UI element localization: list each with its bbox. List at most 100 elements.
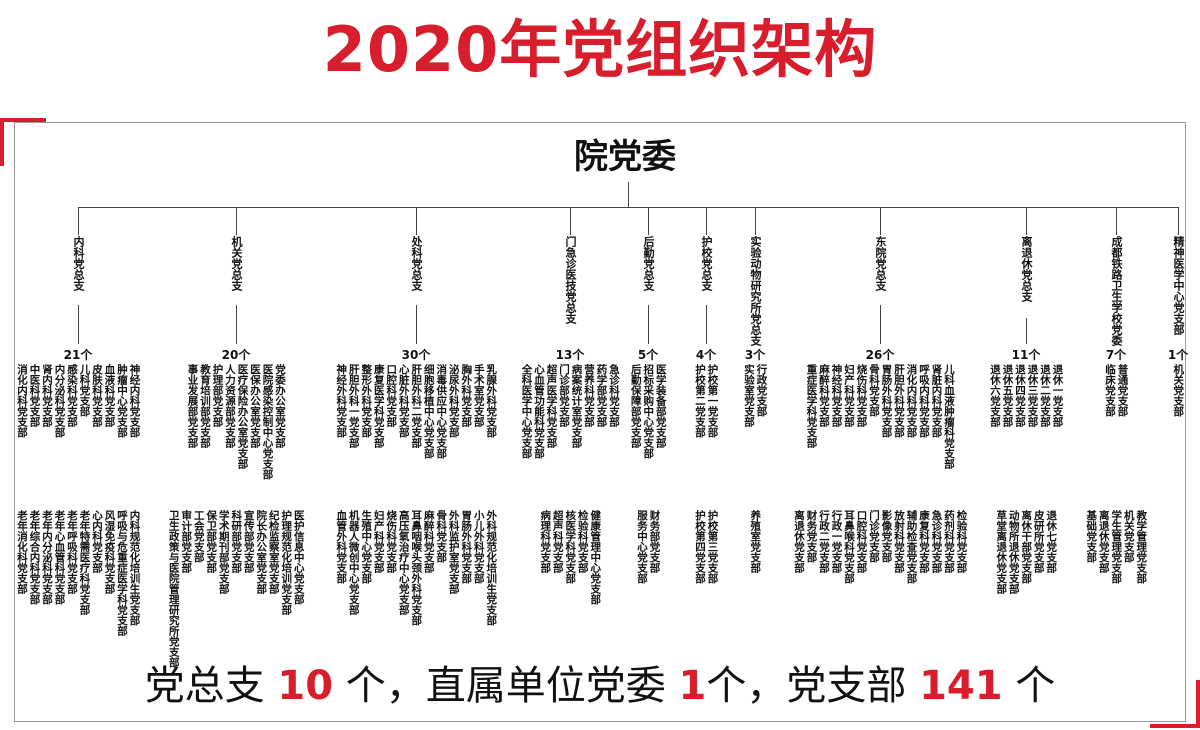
branch-top-unit: 消化内科党支部 [16, 364, 28, 438]
branch-bottom-unit: 离休干部党支部 [1020, 510, 1033, 584]
branch-bottom-unit: 退休七党支部 [1045, 510, 1058, 573]
branch-bottom-unit: 财务部党支部 [648, 510, 661, 573]
branch-label: 内科党总支 [72, 236, 85, 291]
branch-top-unit: 医院感染控制中心党支部 [261, 364, 274, 480]
branch-bottom-unit: 老年呼吸科党支部 [66, 510, 78, 594]
chart-frame [14, 122, 1186, 722]
branch-bottom-unit: 行政二党支部 [818, 510, 830, 573]
summary-text-1: 党总支 [144, 663, 278, 709]
branch-top-unit: 教育培训部党支部 [199, 364, 211, 448]
branch-bottom-unit: 护校第三党支部 [706, 510, 719, 584]
branch-bottom-unit: 烧伤科党支部 [385, 510, 398, 573]
branch-bottom-unit: 胃肠外科党支部 [460, 510, 473, 584]
branch-top-unit: 儿科血液肿瘤科党支部 [943, 364, 955, 469]
branch-label: 护校党总支 [700, 236, 713, 291]
branch-bottom-unit: 动物所退休党支部 [1007, 510, 1020, 594]
branch-bottom-unit: 科研部党支部 [230, 510, 243, 573]
branch-bottom-unit: 离退休党支部 [1097, 510, 1110, 573]
branch-bottom-unit: 养殖室党支部 [749, 510, 762, 573]
branch-top-unit: 心脏外科党支部 [397, 364, 410, 438]
branch-bottom-unit: 门诊党支部 [868, 510, 880, 563]
branch-bottom-unit: 药剂科党支部 [943, 510, 955, 573]
branch-bottom-unit: 检验科党支部 [576, 510, 589, 573]
corner-bracket-bottom-right-v [1196, 680, 1200, 728]
branch-top-unit: 皮肤科党支部 [91, 364, 103, 427]
branch-top-unit: 实验室党支部 [743, 364, 755, 427]
branch-top-unit: 退休一党支部 [1051, 364, 1064, 427]
branch-top-unit: 肿瘤中心党支部 [116, 364, 128, 438]
branch-top-unit: 护校第二党支部 [694, 364, 706, 438]
branch-bottom-unit: 护校第四党支部 [694, 510, 706, 584]
summary-text-3: 个，党支部 [706, 663, 920, 709]
branch-top-unit: 骨科党支部 [868, 364, 880, 417]
branch-top-unit: 事业发展部党支部 [186, 364, 199, 448]
branch-bottom-unit: 呼吸与危重症医学科党支部 [116, 510, 128, 636]
branch-count: 4个 [695, 348, 717, 362]
branch-top-unit: 中医科党支部 [28, 364, 41, 427]
summary-number-branches: 141 [919, 663, 1003, 709]
branch-bottom-unit: 病理科党支部 [539, 510, 552, 573]
branch-bottom-unit: 风湿免疫科党支部 [103, 510, 116, 594]
branch-top-unit: 护校第一党支部 [706, 364, 719, 438]
branch-stem-line [236, 305, 237, 344]
branch-top-unit: 消毒供应中心党支部 [435, 364, 448, 459]
branch-bottom-unit: 草堂离退休党支部 [995, 510, 1008, 594]
branch-top-unit: 肾脏内科党支部 [930, 364, 943, 438]
branch-bottom-unit: 核医学科党支部 [564, 510, 577, 584]
branch-bottom-unit: 皮研所党支部 [1032, 510, 1045, 573]
branch-bottom-unit: 麻醉科党支部 [422, 510, 435, 573]
summary-text-2: 个，直属单位党委 [333, 663, 679, 709]
branch-count: 26个 [865, 348, 895, 362]
branch-bottom-unit: 医护信息中心党支部 [292, 510, 305, 605]
branch-bottom-unit: 辅助检查党支部 [905, 510, 918, 584]
branch-label: 成都铁路卫生学校党委 [1110, 236, 1123, 346]
branch-label: 门急诊医技党总支 [564, 236, 577, 324]
branch-bottom-unit: 内科规范化培训生党支部 [128, 510, 141, 626]
branch-top-unit: 细胞移植中心党支部 [422, 364, 435, 459]
branch-top-unit: 退休四党支部 [1014, 364, 1026, 427]
branch-top-unit: 退休六党支部 [989, 364, 1001, 427]
branch-top-unit: 神经科党支部 [830, 364, 843, 427]
branch-top-unit: 医疗保险办公室党支部 [236, 364, 249, 469]
branch-stem-line [706, 305, 707, 344]
branch-drop-line [416, 207, 417, 235]
branch-bottom-unit: 超声科党支部 [551, 510, 564, 573]
branch-top-unit: 呼吸内科党支部 [918, 364, 930, 438]
branch-bottom-unit: 健康管理中心党支部 [589, 510, 602, 605]
branch-top-unit: 人力资源部党支部 [224, 364, 236, 448]
branch-count: 20个 [221, 348, 251, 362]
branch-count: 3个 [744, 348, 766, 362]
branch-bottom-unit: 机器人微创中心党支部 [347, 510, 360, 615]
branch-count: 1个 [1167, 348, 1189, 362]
branch-label: 离退休党总支 [1020, 236, 1033, 302]
branch-bottom-unit: 财务党支部 [805, 510, 818, 563]
branch-bottom-unit: 护理规范化培训党支部 [280, 510, 293, 615]
summary-footer: 党总支 10 个，直属单位党委 1个，党支部 141 个 [0, 656, 1200, 716]
branch-top-unit: 护理部党支部 [211, 364, 224, 427]
branch-count: 30个 [401, 348, 431, 362]
branch-top-unit: 肝胆外科二党支部 [410, 364, 423, 448]
branch-drop-line [755, 207, 756, 235]
branch-top-unit: 党委办公室党支部 [274, 364, 286, 448]
branch-bottom-unit: 耳鼻喉科党支部 [843, 510, 855, 584]
branch-bottom-unit: 影像党支部 [880, 510, 893, 563]
branch-top-unit: 烧伤科党支部 [855, 364, 868, 427]
root-node: 院党委 [574, 137, 676, 177]
branch-top-unit: 临床党支部 [1104, 364, 1116, 417]
branch-top-unit: 全科医学中心党支部 [520, 364, 533, 459]
branch-bottom-unit: 妇产科党支部 [372, 510, 385, 573]
branch-top-unit: 退休五党支部 [1001, 364, 1014, 427]
branch-label: 实验动物研究所党总支 [749, 236, 762, 346]
corner-bracket-bottom-right [1150, 724, 1200, 728]
branch-top-unit: 退休三党支部 [1026, 364, 1039, 427]
branch-top-unit: 神经内科党支部 [128, 364, 141, 438]
branch-top-unit: 手术室党支部 [472, 364, 485, 427]
branch-top-unit: 机关党支部 [1172, 364, 1185, 417]
branch-bottom-unit: 老年综合内科党支部 [28, 510, 41, 605]
branch-bottom-unit: 基础党支部 [1085, 510, 1098, 563]
branch-bottom-unit: 保卫部党支部 [205, 510, 218, 573]
branch-drop-line [236, 207, 237, 235]
branch-top-unit: 神经外科党支部 [335, 364, 348, 438]
branch-drop-line [706, 207, 707, 235]
branch-bottom-unit: 外科监护室党支部 [447, 510, 460, 594]
